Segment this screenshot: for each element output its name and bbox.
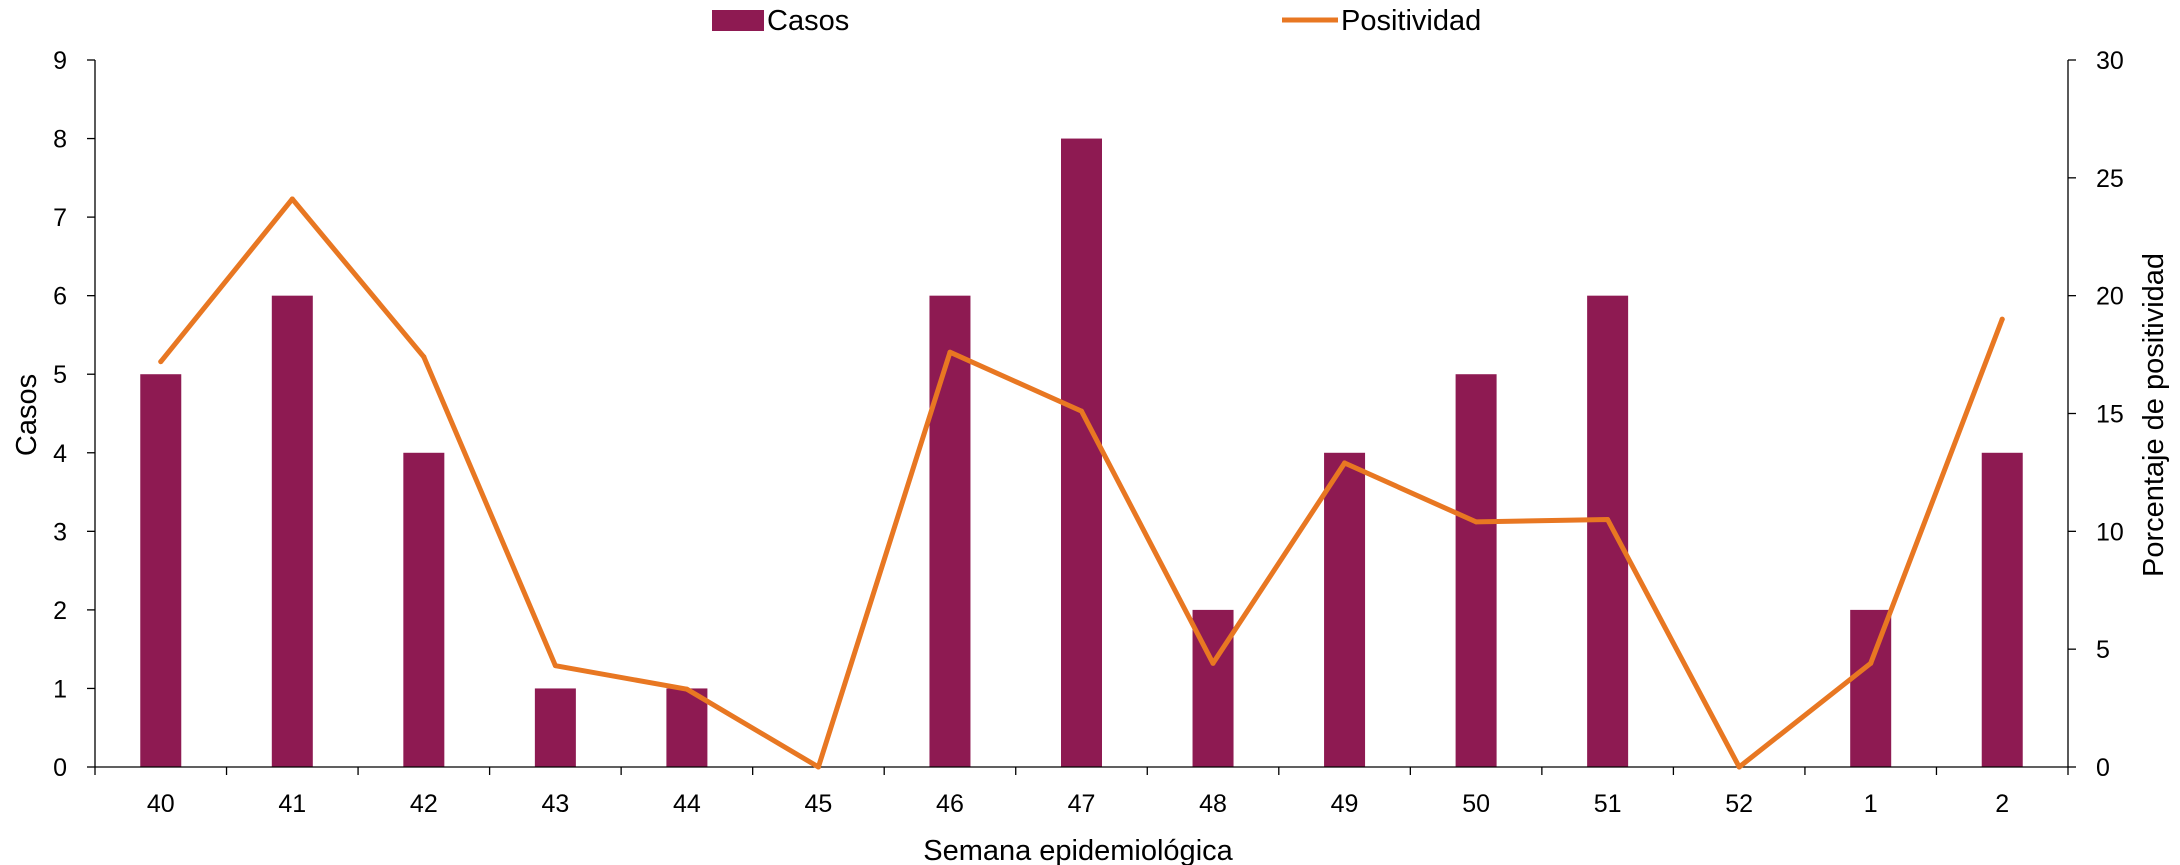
bar-casos-2	[1981, 452, 2023, 767]
x-tick-label-1: 1	[1864, 790, 1878, 818]
bar-casos-44	[666, 688, 708, 767]
y-left-tick-label-8: 8	[53, 126, 67, 154]
x-axis-title: Semana epidemiológica	[923, 835, 1233, 865]
point-positividad-44	[684, 686, 690, 692]
legend: Casos Positividad	[712, 5, 1481, 37]
point-positividad-41	[289, 196, 295, 202]
y-left-tick-label-7: 7	[53, 204, 67, 232]
point-positividad-50	[1473, 519, 1479, 525]
bar-casos-47	[1061, 138, 1102, 768]
point-positividad-1	[1868, 660, 1874, 666]
x-tick-label-51: 51	[1594, 790, 1622, 818]
y-right-tick-label-20: 20	[2096, 283, 2124, 311]
bar-casos-42	[403, 452, 445, 767]
y-left-tick-label-4: 4	[53, 440, 67, 468]
point-positividad-46	[947, 349, 953, 355]
y-right-tick-label-30: 30	[2096, 47, 2124, 75]
x-tick-label-52: 52	[1725, 790, 1753, 818]
legend-label-casos: Casos	[767, 5, 849, 37]
point-positividad-2	[1999, 316, 2005, 322]
y-axis-left-title: Casos	[11, 374, 43, 456]
y-left-tick-label-5: 5	[53, 361, 67, 389]
y-right-tick-label-0: 0	[2096, 754, 2110, 782]
y-left-tick-label-1: 1	[53, 675, 67, 703]
y-right-tick-label-25: 25	[2096, 165, 2124, 193]
y-right-tick-label-10: 10	[2096, 518, 2124, 546]
point-positividad-40	[158, 359, 164, 365]
bar-casos-49	[1324, 452, 1366, 767]
y-left-tick-label-0: 0	[53, 754, 67, 782]
x-tick-label-42: 42	[410, 790, 438, 818]
point-positividad-48	[1210, 660, 1216, 666]
y-left-tick-label-3: 3	[53, 518, 67, 546]
bar-casos-40	[140, 374, 182, 767]
bar-casos-46	[929, 295, 971, 767]
x-tick-label-44: 44	[673, 790, 701, 818]
x-tick-label-47: 47	[1068, 790, 1096, 818]
x-tick-label-2: 2	[1995, 790, 2009, 818]
x-tick-label-46: 46	[936, 790, 964, 818]
point-positividad-47	[1079, 408, 1084, 414]
point-positividad-45	[815, 764, 821, 770]
bar-casos-41	[271, 295, 313, 767]
bar-casos-43	[534, 688, 576, 767]
bar-casos-51	[1587, 295, 1629, 767]
y-left-tick-label-6: 6	[53, 283, 67, 311]
x-tick-label-43: 43	[541, 790, 569, 818]
point-positividad-52	[1736, 764, 1742, 770]
point-positividad-49	[1342, 460, 1348, 466]
y-axis-right-title: Porcentaje de positividad	[2138, 253, 2170, 577]
x-tick-label-49: 49	[1331, 790, 1359, 818]
bar-casos-50	[1455, 374, 1497, 767]
bar-casos-1	[1850, 609, 1892, 767]
y-right-tick-label-15: 15	[2096, 401, 2124, 429]
legend-swatch-casos	[712, 10, 764, 31]
x-tick-label-50: 50	[1462, 790, 1490, 818]
y-left-tick-label-2: 2	[53, 597, 67, 625]
x-tick-label-41: 41	[278, 790, 306, 818]
x-tick-label-48: 48	[1199, 790, 1227, 818]
legend-label-positividad: Positividad	[1341, 5, 1481, 37]
x-tick-label-45: 45	[805, 790, 833, 818]
y-left-tick-label-9: 9	[53, 47, 67, 75]
y-right-tick-label-5: 5	[2096, 636, 2110, 664]
x-tick-label-40: 40	[147, 790, 175, 818]
point-positividad-43	[552, 663, 558, 669]
point-positividad-42	[421, 354, 427, 360]
point-positividad-51	[1605, 517, 1611, 523]
